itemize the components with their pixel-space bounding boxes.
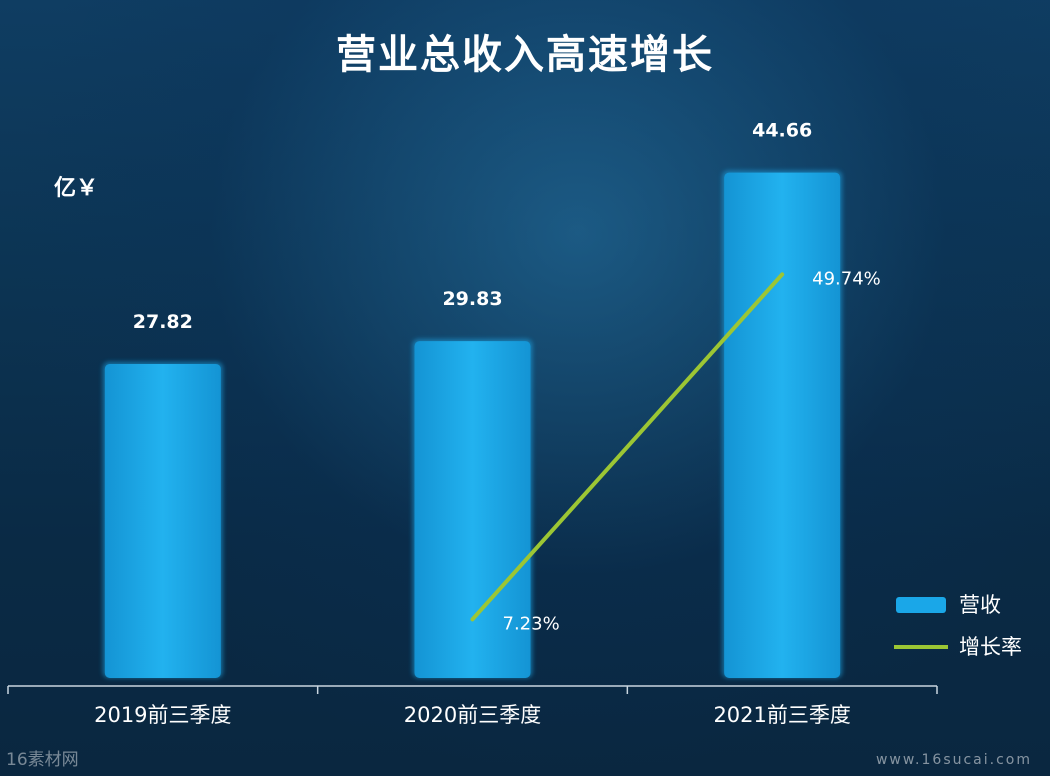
growth-rate-line <box>470 272 785 622</box>
growth-rate-label-3: 49.74% <box>812 268 881 289</box>
watermark-left: 16素材网 <box>6 750 79 770</box>
x-axis-label-3: 2021前三季度 <box>713 703 850 727</box>
x-axis-label-1: 2019前三季度 <box>94 703 231 727</box>
x-axis-label-2: 2020前三季度 <box>404 703 541 727</box>
legend-label-growth-rate: 增长率 <box>959 635 1022 659</box>
bar-value-label-2: 29.83 <box>442 288 502 310</box>
bar-3 <box>724 172 841 678</box>
legend-label-revenue: 营收 <box>959 593 1001 617</box>
bar-value-label-1: 27.82 <box>133 311 193 333</box>
bar-1 <box>104 363 221 678</box>
legend-swatch-revenue <box>896 597 946 613</box>
y-axis-unit-label: 亿￥ <box>54 176 99 201</box>
bar-value-label-3: 44.66 <box>752 120 812 142</box>
watermark-right: www.16sucai.com <box>875 752 1032 768</box>
bar-2 <box>414 341 531 678</box>
growth-rate-label-2: 7.23% <box>503 613 560 634</box>
chart-title: 营业总收入高速增长 <box>336 31 714 78</box>
